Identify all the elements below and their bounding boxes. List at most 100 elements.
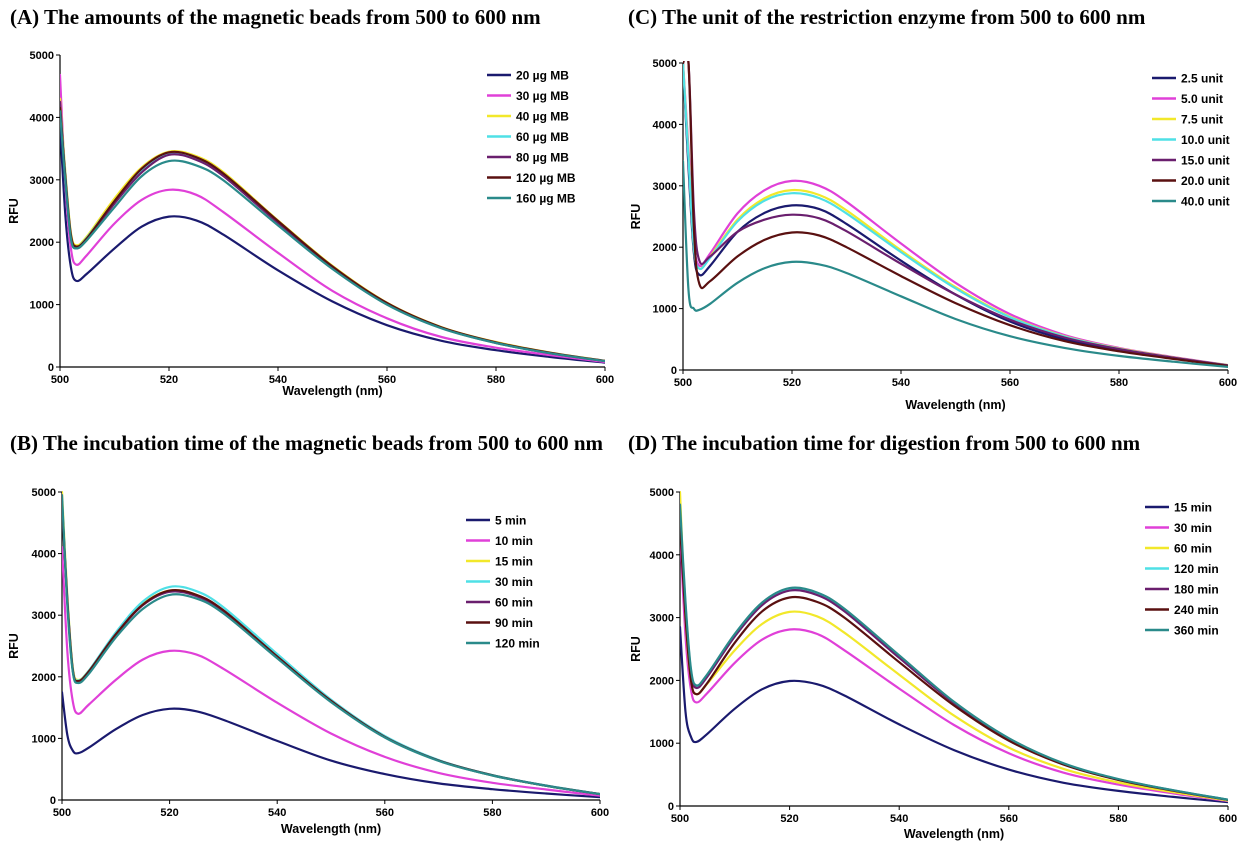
- series-group: [680, 490, 1228, 804]
- chart-title: (A) The amounts of the magnetic beads fr…: [10, 5, 541, 29]
- legend-label: 20.0 unit: [1181, 174, 1230, 188]
- y-tick-label: 1000: [650, 738, 674, 750]
- legend-label: 40 µg MB: [516, 110, 569, 124]
- legend-label: 60 min: [1174, 542, 1212, 556]
- x-tick-label: 540: [269, 374, 287, 386]
- chart-panel-a: (A) The amounts of the magnetic beads fr…: [7, 5, 614, 398]
- y-axis-label: RFU: [7, 198, 21, 224]
- legend-label: 120 min: [1174, 562, 1219, 576]
- y-tick-label: 0: [50, 795, 56, 807]
- y-tick-label: 4000: [650, 550, 674, 562]
- x-tick-label: 560: [1001, 377, 1019, 389]
- y-tick-label: 3000: [30, 175, 54, 187]
- x-axis-label: Wavelength (nm): [905, 398, 1005, 412]
- y-tick-label: 4000: [32, 549, 56, 561]
- series-line: [680, 625, 1228, 804]
- y-tick-label: 1000: [30, 300, 54, 312]
- series-group: [60, 73, 605, 364]
- series-line: [680, 528, 1228, 803]
- x-axis-label: Wavelength (nm): [282, 384, 382, 398]
- y-tick-label: 4000: [653, 119, 677, 131]
- x-tick-label: 520: [783, 377, 801, 389]
- series-group: [62, 490, 600, 799]
- y-axis-label: RFU: [629, 204, 643, 230]
- series-line: [683, 160, 1228, 368]
- legend-label: 10 min: [495, 534, 533, 548]
- chart-title: (C) The unit of the restriction enzyme f…: [628, 5, 1146, 29]
- legend: 2.5 unit 5.0 unit 7.5 unit 10.0 unit 15.0 un…: [1152, 72, 1230, 209]
- legend-label: 15.0 unit: [1181, 154, 1230, 168]
- chart-title: (D) The incubation time for digestion fr…: [628, 431, 1141, 455]
- series-line: [683, 61, 1228, 367]
- legend-label: 20 µg MB: [516, 69, 569, 83]
- x-tick-label: 560: [378, 374, 396, 386]
- y-tick-label: 3000: [32, 610, 56, 622]
- legend-label: 160 µg MB: [516, 192, 576, 206]
- legend-label: 240 min: [1174, 603, 1219, 617]
- x-tick-label: 560: [376, 807, 394, 819]
- series-line: [680, 516, 1228, 801]
- x-axis-label: Wavelength (nm): [904, 827, 1004, 841]
- legend-label: 120 µg MB: [516, 171, 576, 185]
- legend: 15 min 30 min 60 min 120 min 180 min 240 min 3…: [1145, 501, 1219, 638]
- y-tick-label: 5000: [32, 487, 56, 499]
- y-tick-label: 2000: [650, 675, 674, 687]
- x-tick-label: 600: [1219, 813, 1237, 825]
- legend-label: 15 min: [1174, 501, 1212, 515]
- series-line: [60, 122, 605, 364]
- chart-panel-d: (D) The incubation time for digestion fr…: [628, 431, 1237, 841]
- legend: 20 µg MB 30 µg MB 40 µg MB 60 µg MB 80 µg MB…: [487, 69, 576, 206]
- y-tick-label: 0: [668, 801, 674, 813]
- x-tick-label: 500: [53, 807, 71, 819]
- x-tick-label: 580: [483, 807, 501, 819]
- x-tick-label: 580: [1109, 813, 1127, 825]
- series-line: [62, 546, 600, 797]
- y-tick-label: 4000: [30, 112, 54, 124]
- chart-panel-c: (C) The unit of the restriction enzyme f…: [628, 5, 1237, 412]
- x-tick-label: 580: [1110, 377, 1128, 389]
- legend-label: 7.5 unit: [1181, 113, 1223, 127]
- y-tick-label: 5000: [653, 58, 677, 70]
- legend-label: 30 min: [1174, 521, 1212, 535]
- series-line: [60, 110, 605, 363]
- series-line: [680, 522, 1228, 801]
- legend-label: 90 min: [495, 616, 533, 630]
- y-tick-label: 0: [671, 365, 677, 377]
- series-line: [62, 494, 600, 796]
- x-tick-label: 600: [596, 374, 614, 386]
- series-line: [680, 509, 1228, 801]
- x-axis-label: Wavelength (nm): [281, 822, 381, 836]
- legend-label: 360 min: [1174, 624, 1219, 638]
- series-group: [683, 61, 1228, 368]
- legend-label: 60 min: [495, 596, 533, 610]
- y-tick-label: 2000: [653, 242, 677, 254]
- legend-label: 10.0 unit: [1181, 133, 1230, 147]
- y-tick-label: 5000: [30, 50, 54, 62]
- series-line: [680, 503, 1228, 801]
- x-tick-label: 540: [892, 377, 910, 389]
- x-tick-label: 540: [268, 807, 286, 819]
- y-tick-label: 3000: [650, 613, 674, 625]
- legend-label: 120 min: [495, 637, 540, 651]
- x-tick-label: 600: [1219, 377, 1237, 389]
- x-tick-label: 520: [160, 807, 178, 819]
- x-tick-label: 500: [51, 374, 69, 386]
- legend-label: 2.5 unit: [1181, 72, 1223, 86]
- series-line: [683, 61, 1228, 368]
- y-axis-label: RFU: [629, 636, 643, 662]
- series-line: [60, 106, 605, 362]
- y-tick-label: 1000: [32, 733, 56, 745]
- legend-label: 30 min: [495, 575, 533, 589]
- chart-title: (B) The incubation time of the magnetic …: [10, 431, 604, 455]
- y-tick-label: 1000: [653, 304, 677, 316]
- chart-panel-b: (B) The incubation time of the magnetic …: [7, 431, 609, 836]
- series-line: [680, 490, 1228, 802]
- y-axis-label: RFU: [7, 633, 21, 659]
- legend-label: 15 min: [495, 555, 533, 569]
- legend-label: 5 min: [495, 514, 526, 528]
- series-line: [62, 691, 600, 799]
- y-tick-label: 2000: [32, 672, 56, 684]
- legend-label: 5.0 unit: [1181, 92, 1223, 106]
- x-tick-label: 600: [591, 807, 609, 819]
